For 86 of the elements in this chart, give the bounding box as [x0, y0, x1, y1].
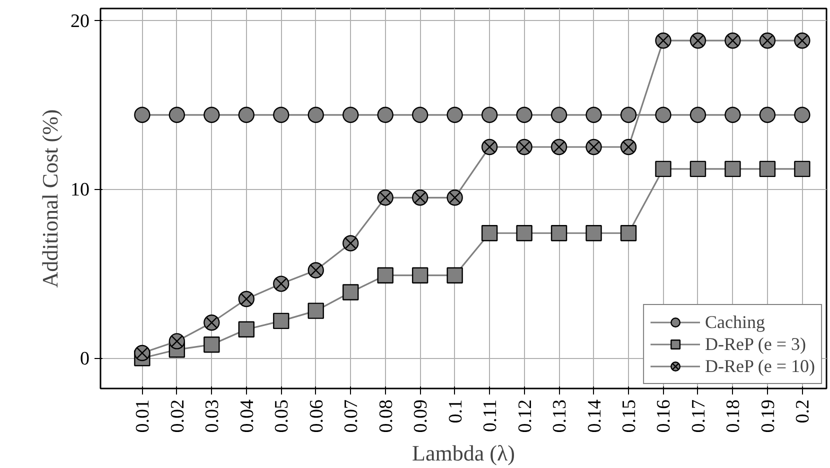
legend-label: Caching [705, 311, 766, 333]
point [550, 138, 568, 156]
point [342, 284, 359, 300]
point [168, 106, 186, 123]
x-tick-label: 0.11 [480, 400, 502, 432]
legend-label: D-ReP (e = 3) [705, 333, 806, 355]
x-tick-label: 0.16 [654, 400, 675, 433]
point [620, 106, 637, 123]
point [794, 106, 810, 123]
x-tick-label: 0.12 [514, 400, 536, 433]
point [446, 267, 463, 284]
point [273, 276, 290, 292]
y-tick-label: 10 [70, 180, 90, 201]
y-tick-label: 0 [80, 348, 90, 370]
point [516, 225, 532, 242]
point [273, 312, 290, 330]
point [377, 190, 394, 206]
point [238, 321, 254, 338]
x-tick-label: 0.01 [132, 400, 154, 433]
point [690, 106, 706, 123]
point [586, 106, 602, 123]
point [759, 106, 776, 123]
point [516, 106, 532, 123]
x-tick-label: 0.13 [550, 400, 571, 433]
point [655, 160, 672, 178]
x-tick-label: 0.05 [272, 400, 293, 433]
point [481, 225, 498, 242]
x-tick-label: 0.17 [688, 400, 710, 433]
point [342, 235, 359, 252]
point [204, 336, 220, 353]
point [412, 267, 428, 284]
point [204, 314, 220, 331]
point [308, 262, 324, 278]
point [377, 267, 394, 284]
y-tick-label: 20 [70, 10, 90, 32]
point [655, 32, 672, 49]
point [446, 106, 463, 123]
point [308, 106, 324, 123]
x-tick-label: 0.1 [445, 400, 466, 424]
point [134, 106, 150, 123]
point [446, 190, 463, 206]
point [204, 106, 220, 123]
point [273, 106, 290, 123]
legend-label: D-ReP (e = 10) [705, 355, 815, 377]
point [238, 290, 254, 308]
point [550, 106, 568, 123]
x-tick-label: 0.08 [376, 400, 397, 433]
x-tick-label: 0.19 [758, 400, 779, 433]
point [342, 106, 359, 123]
x-tick-label: 0.07 [341, 400, 362, 433]
point [690, 32, 706, 49]
point [308, 302, 324, 319]
point [620, 138, 637, 156]
point [690, 160, 706, 178]
x-tick-label: 0.03 [202, 400, 224, 433]
point [724, 160, 741, 178]
x-tick-label: 0.2 [792, 400, 814, 424]
x-tick-label: 0.09 [410, 400, 432, 433]
x-tick-label: 0.18 [723, 400, 744, 433]
point [516, 138, 532, 156]
point [586, 225, 602, 242]
x-tick-label: 0.06 [306, 400, 328, 433]
point [759, 160, 776, 178]
x-tick-label: 0.02 [167, 400, 188, 433]
point [794, 160, 810, 178]
point [724, 106, 741, 123]
point [168, 333, 186, 350]
point [412, 106, 428, 123]
point [481, 106, 498, 123]
point [550, 225, 568, 242]
point [412, 190, 428, 206]
x-tick-label: 0.15 [619, 400, 640, 433]
x-tick-label: 0.04 [236, 399, 258, 433]
point [655, 106, 672, 123]
point [586, 138, 602, 156]
point [134, 344, 150, 362]
point [724, 32, 741, 49]
x-tick-label: 0.14 [584, 399, 606, 433]
point [620, 225, 637, 242]
point [794, 32, 810, 49]
y-axis-title: Additional Cost (%) [38, 109, 62, 288]
point [481, 138, 498, 156]
point [759, 32, 776, 49]
point [238, 106, 254, 123]
point [377, 106, 394, 123]
x-axis-title: Lambda (λ) [412, 440, 515, 466]
